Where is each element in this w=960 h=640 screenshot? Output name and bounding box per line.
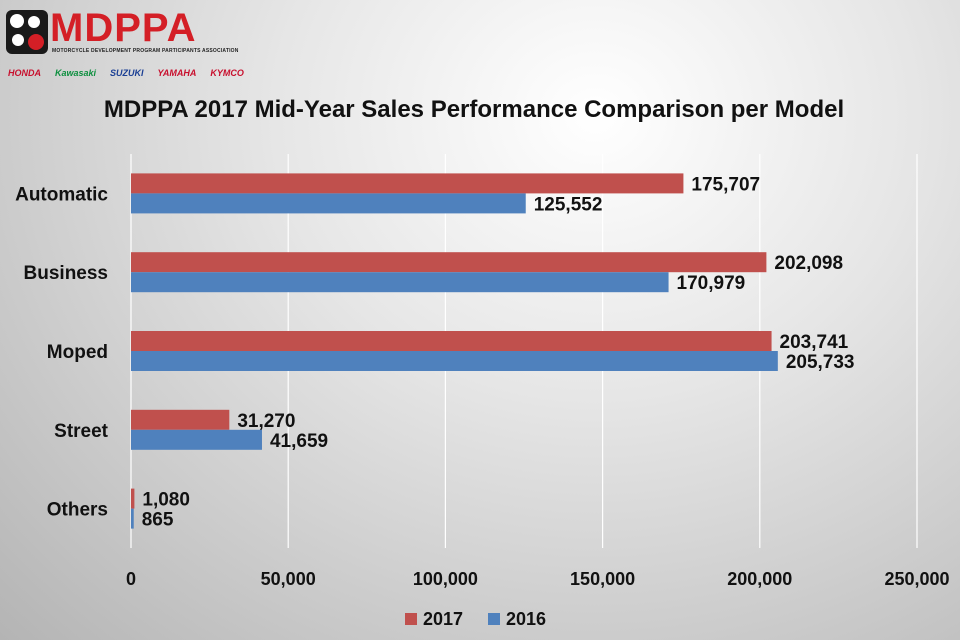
yamaha-logo: YAMAHA xyxy=(157,68,197,78)
data-label: 41,659 xyxy=(270,431,328,452)
category-label: Automatic xyxy=(15,184,108,205)
x-tick-label: 50,000 xyxy=(261,569,316,589)
category-label: Street xyxy=(54,421,109,442)
x-tick-label: 250,000 xyxy=(884,569,949,589)
mdppa-emblem-icon xyxy=(6,10,48,54)
bar-2017 xyxy=(131,409,230,430)
bar-2017 xyxy=(131,173,684,194)
data-label: 203,741 xyxy=(780,332,849,353)
data-label: 202,098 xyxy=(774,253,843,274)
brand-subtitle: MOTORCYCLE DEVELOPMENT PROGRAM PARTICIPA… xyxy=(52,48,239,54)
x-tick-label: 100,000 xyxy=(413,569,478,589)
chart-title: MDPPA 2017 Mid-Year Sales Performance Co… xyxy=(103,96,845,123)
data-label: 1,080 xyxy=(142,490,190,511)
honda-logo: HONDA xyxy=(8,68,41,78)
legend-label: 2017 xyxy=(423,609,463,629)
x-tick-label: 0 xyxy=(126,569,136,589)
category-label: Others xyxy=(47,500,108,521)
data-label: 125,552 xyxy=(534,194,603,215)
bar-2016 xyxy=(131,508,134,529)
bar-2017 xyxy=(131,488,135,509)
bar-2016 xyxy=(131,272,669,293)
data-label: 31,270 xyxy=(237,411,295,432)
bar-2016 xyxy=(131,429,262,450)
x-tick-label: 200,000 xyxy=(727,569,792,589)
category-label: Business xyxy=(24,263,108,284)
category-label: Moped xyxy=(47,342,108,363)
suzuki-logo: SUZUKI xyxy=(110,68,144,78)
data-label: 170,979 xyxy=(677,273,746,294)
legend-swatch-2017 xyxy=(405,613,417,625)
bar-2016 xyxy=(131,193,526,214)
bar-2017 xyxy=(131,331,772,351)
data-label: 205,733 xyxy=(786,352,855,373)
kawasaki-logo: Kawasaki xyxy=(55,68,97,78)
bar-2016 xyxy=(131,351,778,371)
legend-swatch-2016 xyxy=(488,613,500,625)
bar-2017 xyxy=(131,252,767,273)
mdppa-logo: MDPPA MOTORCYCLE DEVELOPMENT PROGRAM PAR… xyxy=(4,6,244,82)
maker-logos: HONDA Kawasaki SUZUKI YAMAHA KYMCO xyxy=(8,66,244,80)
kymco-logo: KYMCO xyxy=(210,68,244,78)
x-tick-label: 150,000 xyxy=(570,569,635,589)
data-label: 175,707 xyxy=(691,174,760,195)
legend-label: 2016 xyxy=(506,609,546,629)
data-label: 865 xyxy=(142,510,174,531)
brand-name: MDPPA xyxy=(50,6,197,50)
